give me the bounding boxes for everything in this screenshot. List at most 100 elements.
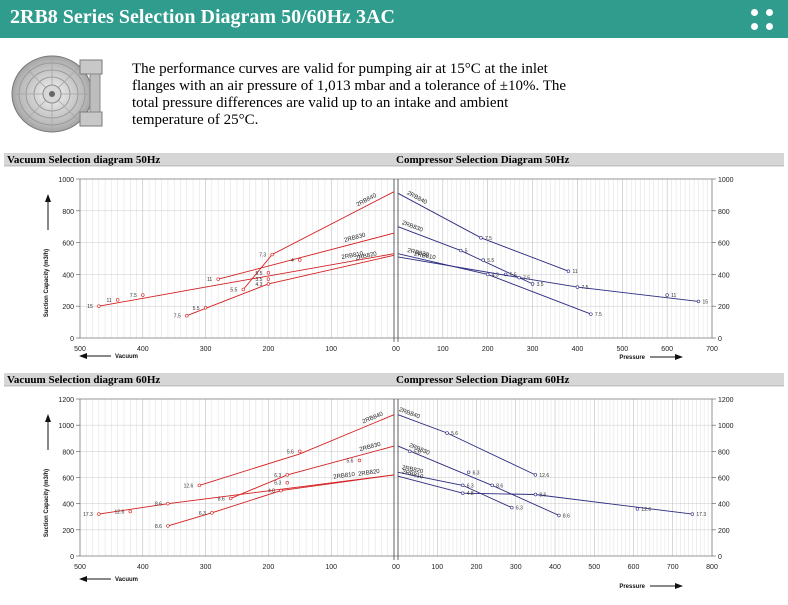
x-tick-label: 500 [616,346,628,353]
x-tick-label: 200 [471,564,483,571]
x-tick-label: 400 [137,564,149,571]
data-point [486,272,490,277]
x-tick-label: 200 [263,346,275,353]
data-label: 17.3 [696,512,706,518]
x-tick-label: 100 [325,564,337,571]
series-label: 2RB810 [401,469,424,480]
data-point [566,269,571,273]
panel-title-bar [4,373,784,386]
series-line-2rb810 [397,256,699,302]
data-point [115,298,120,302]
data-label: 5.5 [230,288,237,294]
y-tick-label: 1000 [58,177,74,184]
data-label: 6.3 [274,473,281,479]
data-label: 6.3 [274,481,281,487]
description-text: The performance curves are valid for pum… [132,61,567,128]
data-point [575,285,580,289]
data-point [285,473,289,477]
data-point [210,511,214,515]
data-point [466,470,471,474]
data-label: 12.6 [115,510,125,516]
data-point [141,293,145,297]
y-axis-label: Suction Capacity (m3/h) [44,469,50,537]
data-label: 5.6 [287,449,294,455]
x-axis-label: Vacuum [115,577,138,583]
data-label: 7.5 [581,285,588,291]
series-line-2rb810 [98,253,395,307]
x-tick-label: 300 [200,564,212,571]
series-label: 2RB810 [414,252,437,262]
x-axis-arrowhead [79,576,87,582]
y-tick-label: 1200 [58,397,74,404]
data-point [635,507,640,511]
y-tick-label: 1000 [718,177,734,184]
y-tick-label: 0 [718,554,722,561]
x-tick-label: 300 [200,346,212,353]
series-line-2rb840 [397,414,536,476]
y-tick-label: 200 [718,528,730,535]
data-point [533,492,538,497]
x-tick-label: 400 [137,346,149,353]
x-tick-label: 800 [706,564,718,571]
data-label: 7.5 [174,314,181,320]
data-label: 15 [87,304,93,310]
y-tick-label: 200 [62,304,74,311]
x-tick-label: 100 [431,564,443,571]
data-point [298,449,302,454]
x-axis-arrowhead [675,354,683,360]
data-label: 4 [291,258,294,264]
data-label: 4.3 [255,282,262,288]
y-tick-label: 1000 [58,423,74,430]
chart-title: Compressor Selection Diagram 60Hz [396,374,570,386]
header-bar: 2RB8 Series Selection Diagram 50/60Hz 3A… [0,0,788,38]
data-label: 8.6 [496,483,503,489]
y-tick-label: 600 [62,241,74,248]
data-point [481,258,485,262]
series-label: 2RB830 [359,442,382,454]
x-tick-label: 400 [549,564,561,571]
series-label: 2RB810 [333,472,356,481]
series-label: 2RB820 [355,251,378,262]
data-point [128,509,132,514]
chart-title: Compressor Selection Diagram 50Hz [396,154,570,166]
menu-dots-icon[interactable] [749,6,777,32]
data-label: 8.6 [155,502,162,508]
series-label: 2RB820 [407,248,430,259]
x-tick-label: 0 [392,346,396,353]
x-tick-label: 0 [396,346,400,353]
y-tick-label: 400 [718,502,730,509]
data-label: 6.3 [516,506,523,512]
data-point [459,248,463,253]
data-point [533,473,538,477]
data-point [97,304,101,308]
x-tick-label: 0 [392,564,396,571]
data-point [557,513,561,518]
data-label: 5.5 [255,271,262,277]
data-label: 3.5 [537,282,544,288]
data-label: 5 [465,249,468,255]
series-line-2rb820 [167,474,395,527]
x-tick-label: 0 [396,564,400,571]
y-tick-label: 1200 [718,397,734,404]
data-label: 12.6 [641,507,651,513]
data-point [197,483,202,488]
y-axis-arrowhead [45,414,51,422]
data-label: 6.3 [199,511,206,517]
series-label: 2RB820 [401,465,424,475]
x-axis-arrowhead [675,583,683,589]
x-tick-label: 200 [482,346,494,353]
series-label: 2RB830 [344,232,367,243]
plot-frame [79,178,713,339]
data-label: 7.5 [595,312,602,318]
data-label: 11 [671,293,676,299]
x-axis-label: Pressure [619,584,645,590]
x-tick-label: 400 [572,346,584,353]
series-label: 2RB820 [358,469,381,478]
x-tick-label: 700 [667,564,679,571]
data-point [270,252,274,257]
y-tick-label: 400 [718,272,730,279]
data-label: 7.3 [259,253,266,259]
data-point [266,271,271,275]
data-point [229,496,233,501]
